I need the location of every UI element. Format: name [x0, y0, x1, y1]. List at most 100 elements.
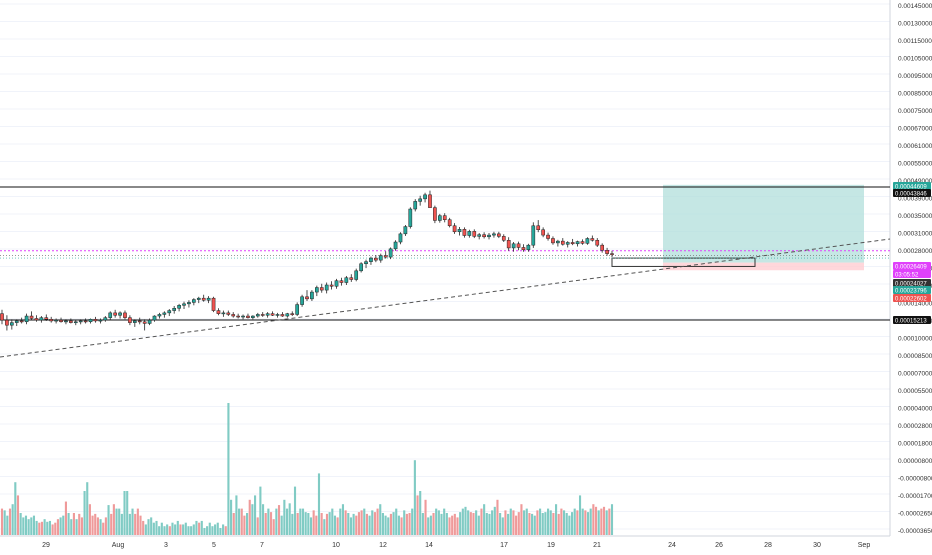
volume-bar [24, 515, 28, 535]
candle-down [516, 243, 521, 248]
candle-up [487, 234, 491, 238]
volume-bar [277, 505, 281, 535]
volume-bar [16, 495, 20, 535]
volume-bar [477, 515, 480, 535]
volume-bar [283, 499, 286, 535]
volume-bar [158, 526, 161, 535]
volume-bar [562, 510, 566, 535]
candle-down [600, 244, 604, 251]
volume-bar [171, 522, 174, 535]
volume-bar [427, 517, 430, 535]
volume-bar [328, 512, 331, 535]
volume-bar [400, 517, 403, 535]
time-tick-label: 10 [332, 542, 340, 549]
volume-bar [102, 522, 105, 535]
volume-bar [507, 513, 510, 535]
price-badge-bg [893, 279, 931, 287]
volume-bar [107, 505, 110, 535]
volume-bar [72, 513, 75, 535]
price-tick-label: -0.00003650 [898, 528, 932, 535]
candle-down [329, 284, 334, 287]
price-tick-label: 0.00115000 [898, 38, 932, 45]
volume-bar [472, 513, 475, 535]
candle-down [546, 234, 550, 239]
candle-down [610, 253, 614, 255]
price-badge-bg [893, 316, 931, 324]
candle-up [64, 320, 68, 323]
candle-down [541, 229, 545, 236]
volume-bar [86, 482, 89, 535]
price-tick-label: 0.00031000 [898, 231, 932, 238]
price-tick-label: 0.00002800 [898, 423, 932, 430]
volume-bar [605, 510, 608, 535]
volume-bar [568, 515, 571, 535]
candle-down [93, 319, 98, 322]
volume-bar [360, 510, 363, 535]
candle-down [29, 315, 34, 319]
price-badge-label: 0.00024027 [895, 282, 927, 288]
candle-up [565, 242, 570, 245]
price-tick-label: 0.00039000 [898, 196, 932, 203]
volume-bar [576, 510, 579, 535]
volume-bar [531, 513, 534, 535]
volume-bar [285, 508, 289, 535]
volume-bar [392, 512, 395, 535]
volume-bar [174, 524, 177, 535]
volume-bar [379, 504, 382, 535]
candle-up [103, 317, 108, 321]
candle-up [398, 233, 403, 243]
candle-up [354, 270, 359, 280]
volume-bar [112, 504, 115, 535]
candle-up [403, 226, 408, 235]
price-badge-bg [893, 189, 931, 197]
volume-bar [110, 513, 113, 535]
volume-bar [408, 513, 411, 535]
volume-bar [547, 508, 550, 535]
volume-bar [339, 508, 342, 535]
price-tick-label: 0.00004000 [898, 406, 932, 413]
price-badge-label: 0.00023796 [895, 289, 927, 295]
volume-bar [523, 510, 526, 535]
price-badge-label: 0.00026409 [895, 265, 927, 271]
volume-bar [88, 504, 91, 535]
volume-bar [381, 513, 384, 535]
volume-bar [424, 499, 427, 535]
volume-bar [536, 510, 539, 535]
volume-bar [429, 515, 432, 535]
price-badge-bg [893, 270, 931, 278]
candle-up [408, 208, 413, 227]
candle-down [201, 297, 206, 301]
volume-bar [150, 517, 153, 535]
price-tick-label: 0.00061000 [898, 143, 932, 150]
volume-bar [253, 495, 257, 535]
candle-down [290, 313, 295, 315]
volume-bar [3, 510, 6, 535]
volume-bar [541, 513, 544, 535]
volume-bar [267, 508, 270, 535]
candle-up [78, 320, 83, 323]
volume-bar [405, 513, 408, 535]
volume-bar [155, 520, 158, 535]
volume-bar [43, 519, 46, 535]
volume-bar [136, 508, 139, 535]
volume-bar [443, 508, 446, 535]
volume-bar [126, 491, 129, 535]
time-tick-label: 24 [668, 542, 676, 549]
volume-bar [200, 520, 203, 535]
candle-down [246, 315, 250, 318]
volume-bar [525, 508, 528, 535]
volume-bar [206, 526, 209, 535]
candle-down [605, 250, 609, 254]
volume-bar [232, 513, 235, 535]
candle-down [226, 312, 231, 315]
volume-bar [411, 508, 414, 535]
candle-up [369, 257, 373, 262]
candle-down [49, 319, 54, 322]
candle-down [349, 277, 354, 280]
volume-bar [30, 517, 33, 535]
time-tick-label: 14 [425, 542, 433, 549]
price-badge-label: 03:05:52 [895, 273, 919, 279]
price-badge-label: 0.00044609 [895, 185, 927, 191]
